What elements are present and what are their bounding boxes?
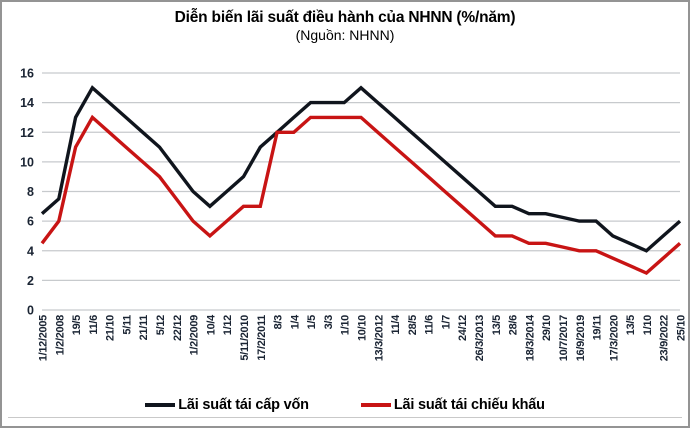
y-axis-tick-label: 4: [27, 244, 34, 258]
x-axis-tick-label: 1/4: [289, 314, 301, 330]
x-axis-tick-label: 28/6: [508, 315, 520, 335]
x-axis-tick-label: 1/10: [642, 315, 654, 335]
x-axis-tick-label: 8/3: [273, 315, 285, 330]
x-axis-tick-label: 23/9/2022: [659, 315, 671, 361]
x-axis-tick-label: 5/11: [121, 315, 133, 335]
legend-line-swatch-black: [145, 403, 176, 407]
x-axis-tick-label: 29/10: [541, 315, 553, 341]
y-axis-tick-label: 12: [20, 126, 34, 140]
y-axis-tick-label: 10: [20, 155, 34, 169]
x-axis-tick-label: 11/6: [424, 315, 436, 335]
series-line-0: [40, 85, 682, 253]
chart-subtitle: (Nguồn: NHNN): [295, 27, 395, 43]
y-axis-tick-label: 6: [27, 215, 34, 229]
legend-label-rediscount-rate: Lãi suất tái chiếu khấu: [393, 397, 545, 413]
x-axis-tick-label: 18/3/2014: [524, 314, 536, 361]
legend-label-refinancing-rate: Lãi suất tái cấp vốn: [178, 397, 309, 413]
x-axis-tick-label: 28/5: [407, 315, 419, 335]
legend-line-swatch-red: [360, 403, 391, 407]
x-axis-tick-label: 1/2/2009: [189, 315, 201, 356]
x-axis-tick-label: 17/3/2020: [608, 315, 620, 361]
x-axis-tick-label: 21/10: [105, 315, 117, 341]
x-axis-tick-label: 1/2/2008: [54, 315, 66, 356]
y-axis-tick-label: 16: [20, 67, 34, 81]
x-axis-tick-label: 19/5: [71, 315, 83, 335]
x-axis-tick-label: 11/6: [88, 315, 100, 335]
x-axis-tick-label: 16/9/2019: [575, 315, 587, 361]
x-axis-tick-label: 24/12: [457, 315, 469, 341]
x-axis-tick-label: 10/10: [357, 315, 369, 341]
x-axis-tick-label: 13/5: [491, 315, 503, 335]
x-axis-tick-label: 22/12: [172, 315, 184, 341]
x-axis-tick-label: 19/11: [592, 315, 604, 341]
x-axis-tick-label: 1/7: [440, 315, 452, 330]
y-axis-tick-label: 14: [20, 96, 34, 110]
x-axis-tick-label: 17/2/2011: [256, 315, 268, 361]
y-axis-tick-label: 8: [27, 185, 34, 199]
bottom-divider-line: [8, 417, 682, 418]
series-line-1: [40, 114, 682, 275]
x-axis-tick-label: 21/11: [138, 315, 150, 341]
x-axis-tick-label: 13/5: [625, 315, 637, 335]
legend-item-refinancing-rate: Lãi suất tái cấp vốn: [145, 397, 309, 413]
chart-title: Diễn biến lãi suất điều hành của NHNN (%…: [174, 9, 516, 26]
x-axis-tick-label: 3/3: [323, 315, 335, 330]
x-axis-tick-label: 1/12: [222, 315, 234, 335]
x-axis-tick-label: 10/4: [205, 314, 217, 335]
x-axis-tick-label: 1/12/2005: [38, 315, 50, 361]
x-axis-tick-label: 1/5: [306, 315, 318, 330]
x-axis-tick-label: 5/11/2010: [239, 315, 251, 361]
legend: Lãi suất tái cấp vốn Lãi suất tái chiếu …: [2, 397, 688, 413]
legend-item-rediscount-rate: Lãi suất tái chiếu khấu: [360, 397, 545, 413]
x-axis-tick-label: 11/4: [390, 314, 402, 335]
x-axis-tick-label: 5/12: [155, 315, 167, 335]
x-axis-tick-label: 10/7/2017: [558, 315, 570, 361]
y-axis-tick-label: 0: [27, 304, 34, 318]
x-axis-tick-label: 26/3/2013: [474, 315, 486, 361]
x-axis-tick-label: 1/10: [340, 315, 352, 335]
x-axis-tick-label: 13/3/2012: [373, 315, 385, 361]
y-axis-tick-label: 2: [27, 274, 34, 288]
x-axis-tick-label: 25/10: [676, 315, 688, 341]
